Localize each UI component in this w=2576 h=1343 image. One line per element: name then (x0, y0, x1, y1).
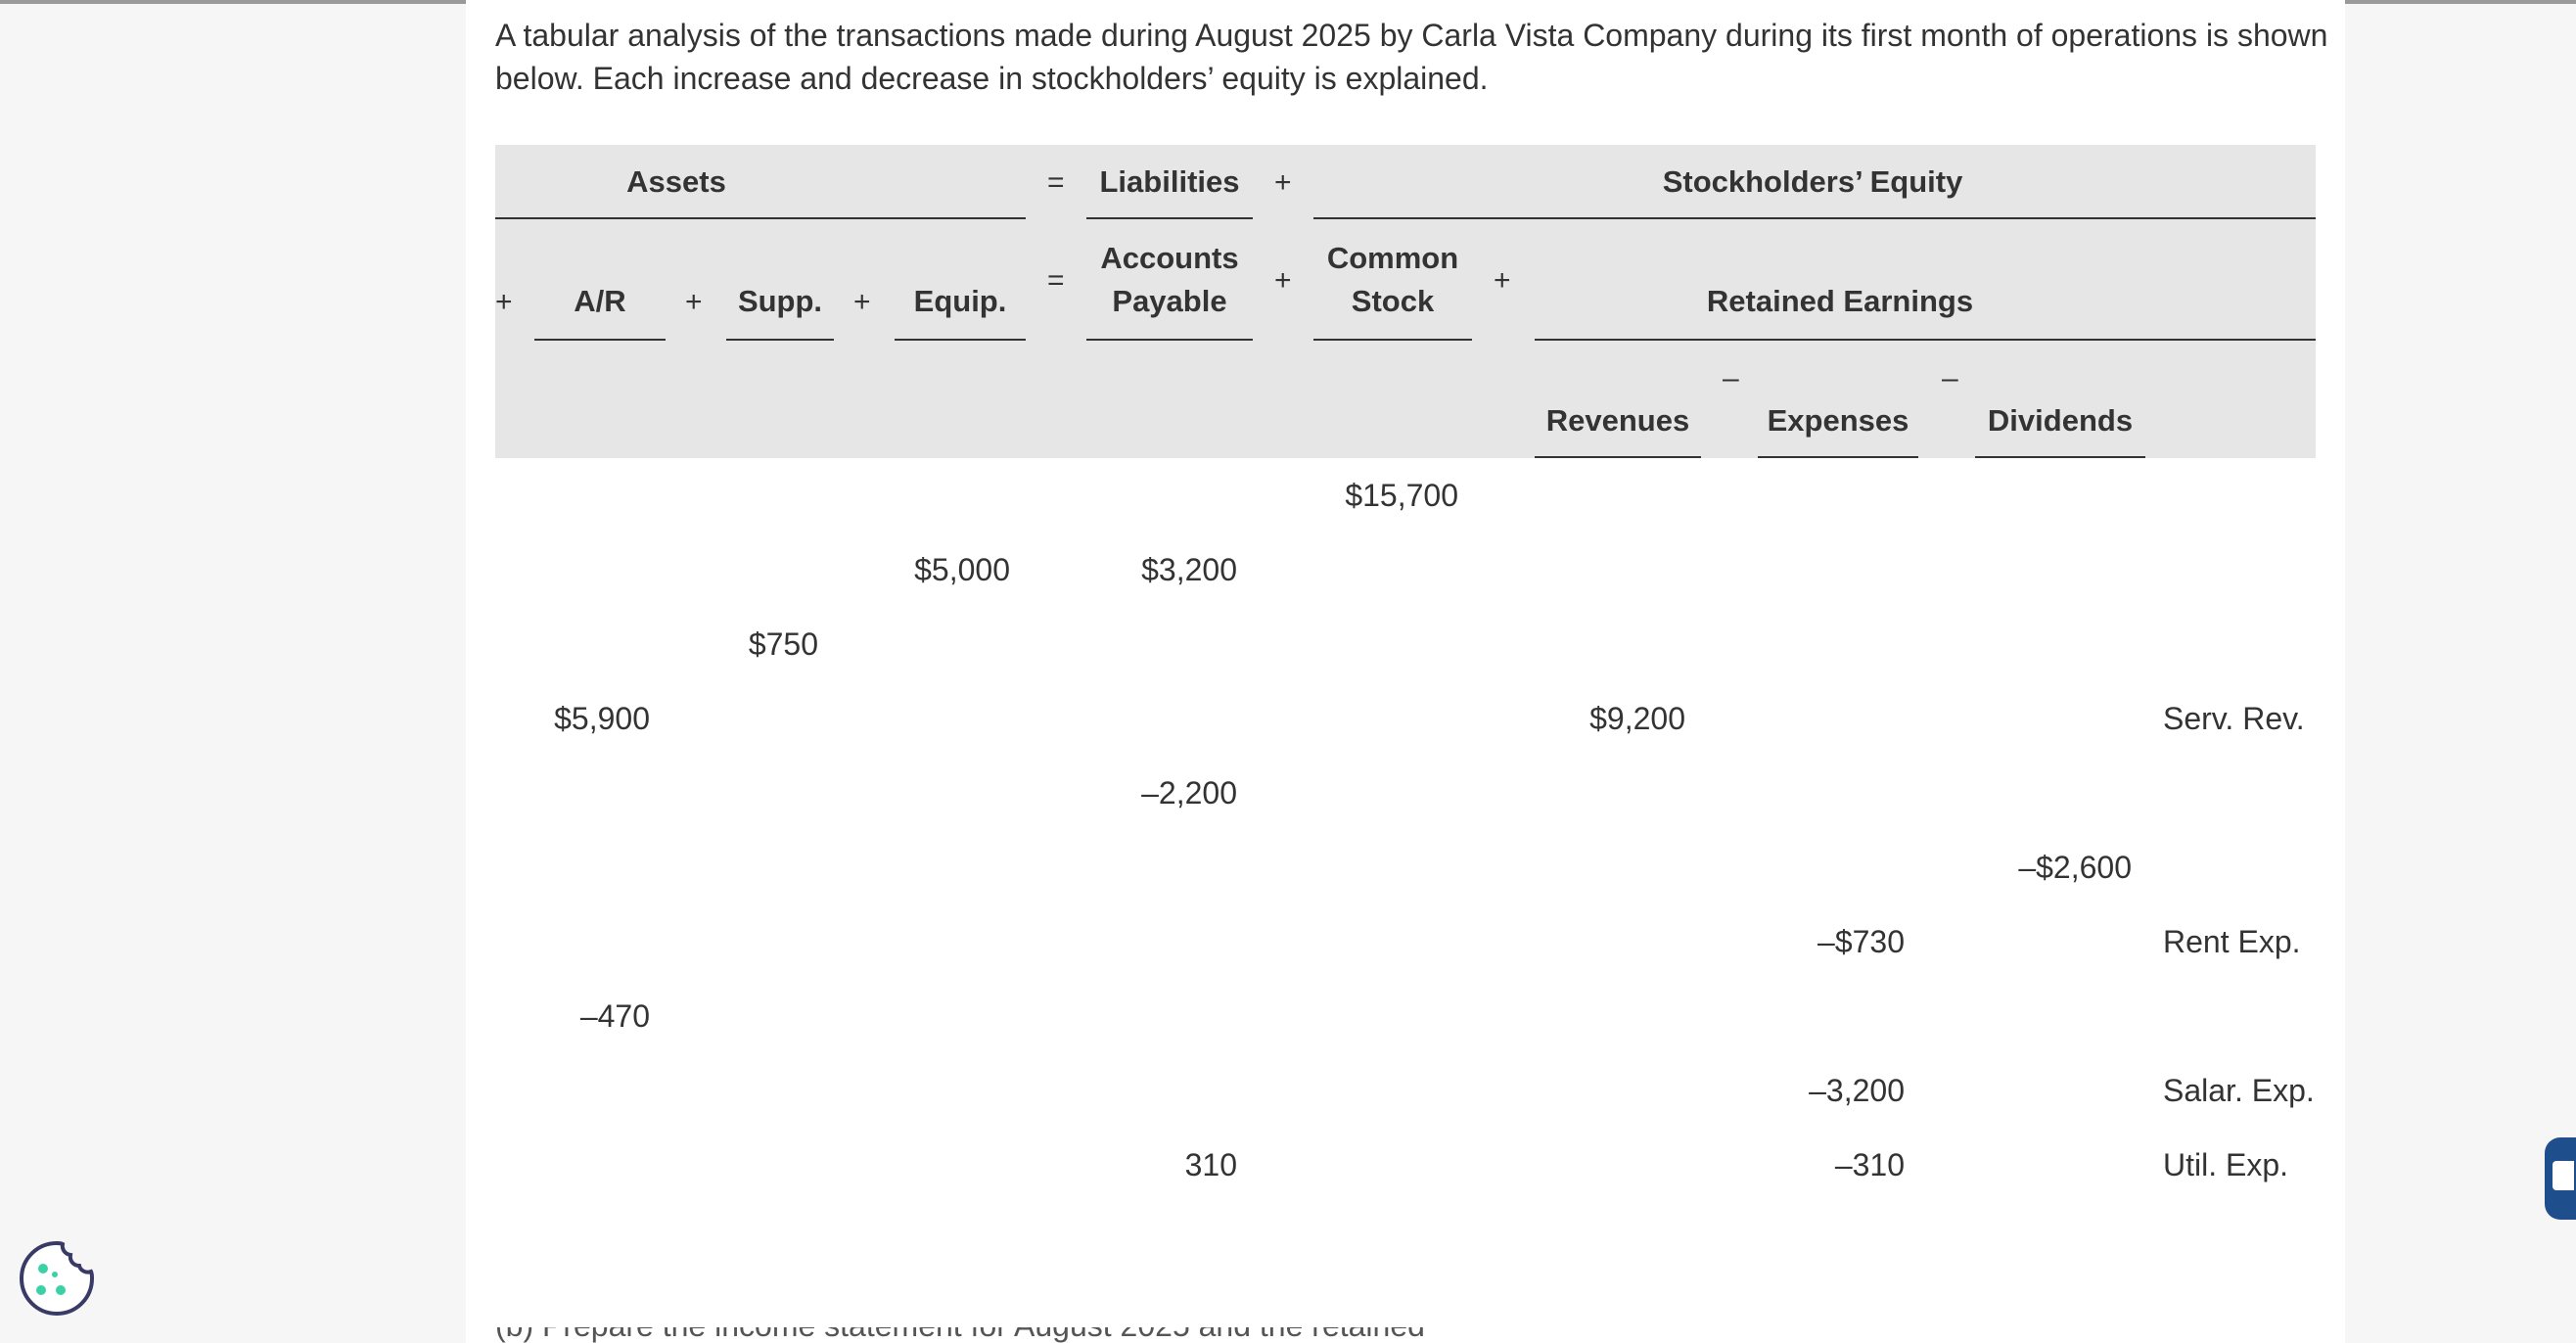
plus-sign-4: + (853, 286, 871, 318)
equipment-rule (895, 339, 1026, 341)
expenses-value: –$730 (1817, 924, 1905, 959)
retained-earnings-header: Retained Earnings (1706, 284, 1974, 318)
explanation-note: Rent Exp. (2163, 924, 2301, 959)
revenues-value: $9,200 (1589, 701, 1685, 736)
dividends-value: –$2,600 (2018, 850, 2132, 885)
common-stock-header: Common Stock (1326, 241, 1459, 318)
ar-rule (534, 339, 666, 341)
accounts-receivable-value: $5,900 (554, 701, 650, 736)
explanation-note: Salar. Exp. (2163, 1073, 2315, 1108)
retained-earnings-rule (1535, 339, 2316, 341)
header-row-1 (495, 145, 2316, 219)
expenses-value: –3,200 (1809, 1073, 1905, 1108)
accounts-payable-header: Accounts Payable (1100, 241, 1239, 318)
equipment-value: $5,000 (914, 552, 1010, 587)
intro-paragraph: A tabular analysis of the transactions m… (495, 18, 2328, 96)
accounts-payable-rule (1086, 339, 1253, 341)
explanation-note: Util. Exp. (2163, 1147, 2289, 1182)
equals-sign-1: = (1047, 166, 1065, 199)
assets-header: Assets (626, 164, 726, 199)
expenses-header: Expenses (1767, 403, 1909, 438)
revenues-rule (1535, 456, 1701, 458)
supplies-header: Supp. (737, 284, 823, 318)
minus-sign-1: – (1723, 362, 1739, 394)
assets-rule (495, 217, 1026, 219)
explanation-note: Serv. Rev. (2163, 701, 2305, 736)
minus-sign-2: – (1942, 362, 1958, 394)
accounts-payable-value: 310 (1184, 1147, 1237, 1182)
accounts-payable-value: –2,200 (1141, 775, 1237, 810)
accounts-payable-value: $3,200 (1141, 552, 1237, 587)
equals-sign-2: = (1047, 264, 1065, 297)
chat-icon (2553, 1161, 2574, 1190)
ar-header: A/R (574, 284, 626, 318)
liabilities-rule (1086, 217, 1253, 219)
dividends-rule (1975, 456, 2145, 458)
equipment-header: Equip. (913, 284, 1007, 318)
header-row-2 (495, 219, 2316, 341)
liabilities-header: Liabilities (1099, 164, 1240, 199)
plus-sign-5: + (1274, 264, 1292, 297)
accounts-receivable-value: –470 (579, 998, 650, 1034)
plus-sign-2: + (495, 286, 513, 318)
expenses-value: –310 (1834, 1147, 1905, 1182)
plus-sign-6: + (1494, 264, 1511, 297)
header-row-3 (495, 341, 2316, 458)
common-stock-value: $15,700 (1345, 478, 1458, 513)
supplies-value: $750 (748, 626, 818, 662)
stockholders-equity-rule (1313, 217, 2316, 219)
plus-sign-3: + (685, 286, 703, 318)
next-paragraph-text: (b) Prepare the income statement for Aug… (495, 1327, 1474, 1343)
supplies-rule (726, 339, 834, 341)
expenses-rule (1758, 456, 1918, 458)
cookie-icon[interactable] (18, 1239, 96, 1318)
common-stock-rule (1313, 339, 1472, 341)
dividends-header: Dividends (1987, 403, 2134, 438)
revenues-header: Revenues (1545, 403, 1690, 438)
next-paragraph-partial: (b) Prepare the income statement for Aug… (495, 1327, 1474, 1343)
plus-sign-1: + (1274, 166, 1292, 199)
stockholders-equity-header: Stockholders’ Equity (1662, 164, 1963, 199)
